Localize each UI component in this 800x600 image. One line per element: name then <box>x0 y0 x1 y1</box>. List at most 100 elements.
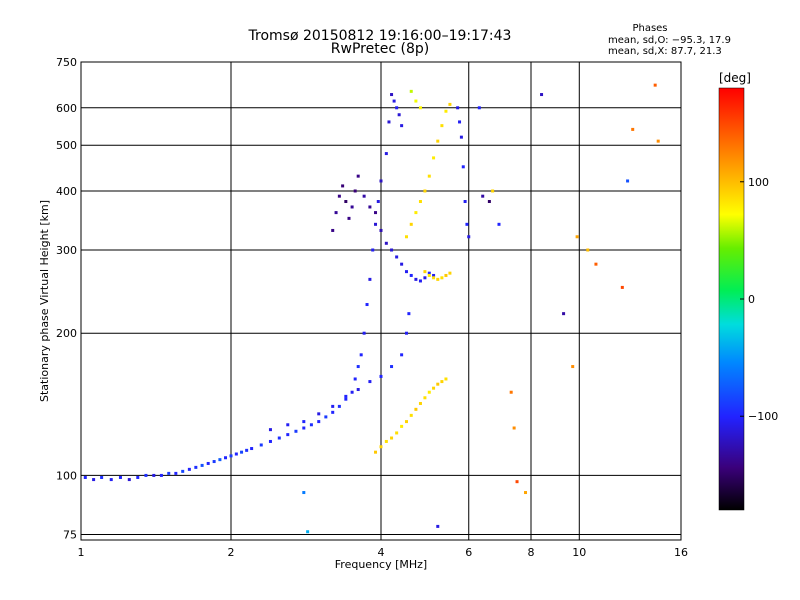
data-point <box>268 439 272 443</box>
data-point <box>414 277 418 281</box>
data-point <box>418 200 422 204</box>
data-point <box>365 303 369 307</box>
data-point <box>167 471 171 475</box>
data-point <box>368 205 372 209</box>
data-point <box>317 420 321 424</box>
data-point <box>109 478 113 482</box>
colorbar-ticks: 100 0 −100 <box>740 176 778 423</box>
data-point <box>350 205 354 209</box>
data-point <box>418 401 422 405</box>
data-point <box>337 194 341 198</box>
data-point <box>379 445 383 449</box>
data-point <box>497 222 501 226</box>
data-point <box>512 426 516 430</box>
data-point <box>144 473 148 477</box>
data-point <box>127 478 131 482</box>
data-point <box>359 353 363 357</box>
data-point <box>152 473 156 477</box>
data-point <box>477 106 481 110</box>
data-point <box>390 93 394 97</box>
data-point <box>418 279 422 283</box>
data-point <box>384 439 388 443</box>
data-point <box>461 165 465 169</box>
data-point <box>571 365 575 369</box>
x-tick-label: 16 <box>674 546 688 559</box>
x-tick-label: 1 <box>78 546 85 559</box>
data-point <box>362 331 366 335</box>
data-point <box>392 99 396 103</box>
x-tick-label: 10 <box>572 546 586 559</box>
data-point <box>379 228 383 232</box>
data-point <box>353 189 357 193</box>
y-tick-label: 200 <box>56 327 77 340</box>
data-point <box>395 106 399 110</box>
data-point <box>409 222 413 226</box>
data-point <box>259 443 263 447</box>
data-point <box>83 475 87 479</box>
data-point <box>404 270 408 274</box>
data-point <box>302 426 306 430</box>
y-tick-label: 400 <box>56 185 77 198</box>
data-point <box>229 454 233 458</box>
data-point <box>240 450 244 454</box>
data-point <box>524 491 528 495</box>
scatter-points <box>83 83 660 534</box>
data-point <box>331 410 335 414</box>
grid-lines <box>81 62 681 540</box>
data-point <box>487 200 491 204</box>
data-point <box>309 423 313 427</box>
data-point <box>432 276 436 280</box>
data-point <box>400 424 404 428</box>
data-point <box>409 273 413 277</box>
data-point <box>356 365 360 369</box>
data-point <box>423 276 427 280</box>
data-point <box>368 380 372 384</box>
data-point <box>444 377 448 381</box>
x-axis-ticks: 1 2 4 6 8 10 16 <box>78 546 689 559</box>
data-point <box>294 429 298 433</box>
data-point <box>331 228 335 232</box>
data-point <box>353 377 357 381</box>
data-point <box>395 431 399 435</box>
data-point <box>423 396 427 400</box>
data-point <box>436 382 440 386</box>
data-point <box>444 273 448 277</box>
data-point <box>379 374 383 378</box>
data-point <box>390 365 394 369</box>
data-point <box>390 248 394 252</box>
colorbar-tick-label: 100 <box>748 176 769 189</box>
data-point <box>250 447 254 451</box>
data-point <box>418 106 422 110</box>
data-point <box>181 469 185 473</box>
data-point <box>302 420 306 424</box>
data-point <box>404 331 408 335</box>
data-point <box>331 404 335 408</box>
data-point <box>400 262 404 266</box>
data-point <box>356 174 360 178</box>
x-tick-label: 2 <box>228 546 235 559</box>
data-point <box>344 394 348 398</box>
x-tick-label: 6 <box>465 546 472 559</box>
data-point <box>414 211 418 215</box>
data-point <box>436 139 440 143</box>
data-point <box>390 436 394 440</box>
data-point <box>653 83 657 87</box>
data-point <box>384 241 388 245</box>
data-point <box>427 174 431 178</box>
data-point <box>341 184 345 188</box>
data-point <box>118 475 122 479</box>
data-point <box>92 478 96 482</box>
data-point <box>371 248 375 252</box>
data-point <box>404 420 408 424</box>
data-point <box>374 222 378 226</box>
data-point <box>575 235 579 239</box>
data-point <box>334 211 338 215</box>
data-point <box>218 458 222 462</box>
data-point <box>344 200 348 204</box>
colorbar-tick-label: −100 <box>748 410 778 423</box>
data-point <box>194 465 198 469</box>
data-point <box>409 89 413 93</box>
colorbar-tick-label: 0 <box>748 293 755 306</box>
data-point <box>174 471 178 475</box>
data-point <box>379 179 383 183</box>
